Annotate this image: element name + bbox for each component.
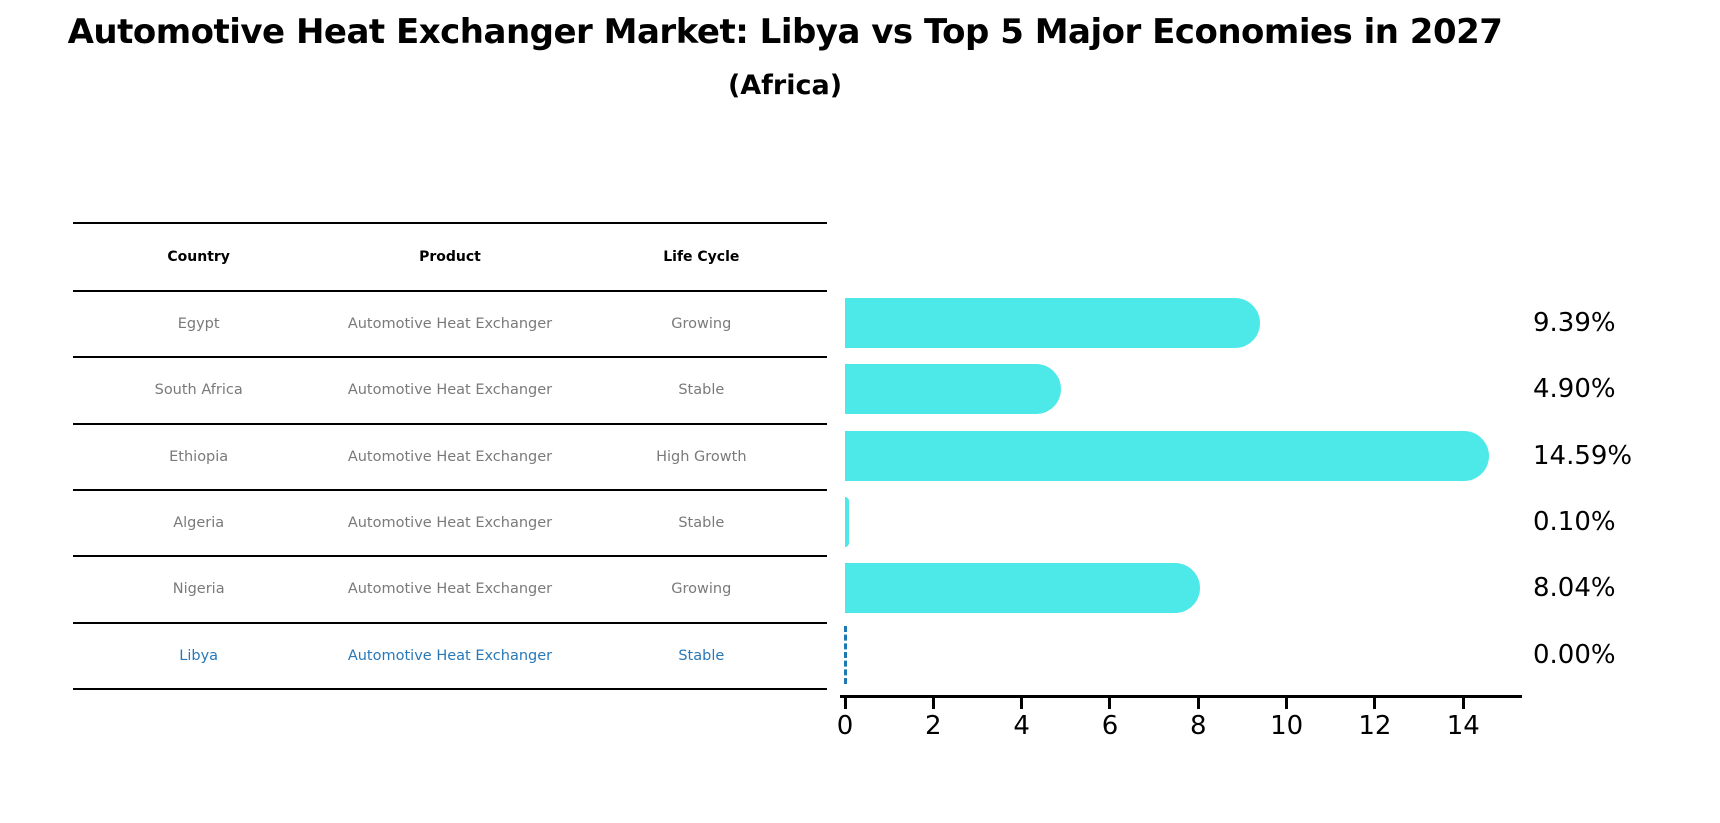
table-cell-product: Automotive Heat Exchanger: [347, 448, 553, 465]
bar-band-nigeria: [845, 555, 1522, 621]
table-cell-life-cycle: Stable: [678, 382, 725, 399]
x-tick: [1461, 698, 1465, 709]
x-tick-label: 4: [1013, 711, 1030, 741]
table-cell-product: Automotive Heat Exchanger: [347, 382, 553, 399]
bar-band-ethiopia: [845, 423, 1522, 489]
table-header-life-cycle: Life Cycle: [663, 249, 740, 265]
x-tick-label: 12: [1358, 711, 1392, 741]
table-row-libya: Libya Automotive Heat Exchanger Stable: [73, 624, 827, 690]
table-row-algeria: Algeria Automotive Heat Exchanger Stable: [73, 491, 827, 558]
bar-band-egypt: [845, 290, 1522, 356]
table-cell-product: Automotive Heat Exchanger: [347, 515, 553, 532]
table-cell-product: Automotive Heat Exchanger: [347, 316, 553, 333]
table-cell-country: Nigeria: [172, 581, 225, 598]
x-tick-label: 2: [925, 711, 942, 741]
table-cell-product: Automotive Heat Exchanger: [347, 581, 553, 598]
x-axis-line: [840, 695, 1522, 698]
bar: [845, 430, 1490, 481]
x-tick: [1196, 698, 1200, 709]
table-cell-life-cycle: Growing: [671, 316, 732, 333]
bar: [845, 364, 1062, 415]
table-cell-country: Algeria: [173, 515, 225, 532]
table-cell-life-cycle: Growing: [671, 581, 732, 598]
x-tick: [1285, 698, 1289, 709]
table-cell-life-cycle: Stable: [678, 515, 725, 532]
table-cell-country: Ethiopia: [169, 448, 229, 465]
table-row-nigeria: Nigeria Automotive Heat Exchanger Growing: [73, 557, 827, 624]
bar-band-libya: [844, 622, 1522, 688]
x-tick: [843, 698, 847, 709]
table-body: Egypt Automotive Heat Exchanger Growing Sou…: [73, 292, 827, 690]
x-tick-label: 10: [1270, 711, 1304, 741]
table-row-egypt: Egypt Automotive Heat Exchanger Growing: [73, 292, 827, 359]
table-cell-country: South Africa: [154, 382, 243, 399]
zero-dashed-marker: [844, 625, 847, 684]
bar: [845, 298, 1260, 348]
x-tick: [1020, 698, 1024, 709]
x-tick: [1373, 698, 1377, 709]
value-label-nigeria: 8.04%: [1533, 573, 1616, 604]
value-label-egypt: 9.39%: [1533, 308, 1616, 339]
country-table: Country Product Life Cycle Egypt Automoti…: [73, 222, 827, 690]
bar: [845, 563, 1201, 614]
table-header-product: Product: [419, 249, 481, 265]
x-tick: [931, 698, 935, 709]
table-cell-country: Egypt: [177, 316, 220, 333]
value-label-south-africa: 4.90%: [1533, 374, 1616, 405]
x-tick: [1108, 698, 1112, 709]
table-cell-life-cycle: Stable: [678, 647, 725, 664]
bar-band-algeria: [845, 489, 1522, 555]
value-label-algeria: 0.10%: [1533, 507, 1616, 538]
bar-plot-area: [844, 290, 1522, 688]
chart-title: Automotive Heat Exchanger Market: Libya …: [67, 12, 1503, 52]
table-header-country: Country: [167, 249, 230, 265]
table-row-south-africa: South Africa Automotive Heat Exchanger Sta…: [73, 358, 827, 425]
x-tick-label: 14: [1446, 711, 1480, 741]
table-row-ethiopia: Ethiopia Automotive Heat Exchanger High Gr…: [73, 425, 827, 491]
chart-subtitle: (Africa): [727, 70, 843, 101]
bar: [845, 496, 850, 547]
table-cell-life-cycle: High Growth: [656, 448, 747, 465]
x-tick-label: 8: [1190, 711, 1207, 741]
table-cell-country: Libya: [179, 647, 219, 664]
value-label-libya: 0.00%: [1533, 639, 1616, 670]
x-tick-label: 0: [836, 711, 854, 741]
table-header-row: Country Product Life Cycle: [73, 224, 827, 292]
x-tick-label: 6: [1101, 711, 1119, 741]
bar-band-south-africa: [845, 356, 1522, 422]
table-cell-product: Automotive Heat Exchanger: [347, 647, 553, 664]
value-label-ethiopia: 14.59%: [1533, 440, 1633, 471]
